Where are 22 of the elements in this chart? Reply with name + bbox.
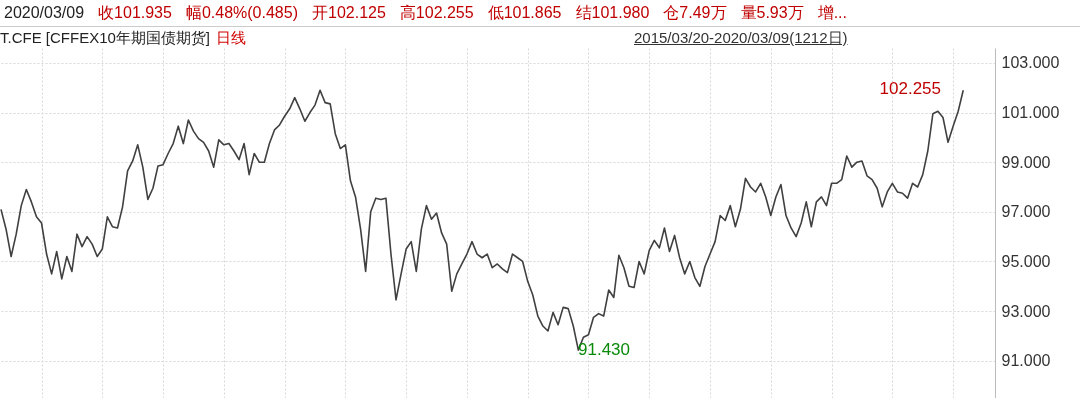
text: 收101.935: [98, 4, 172, 21]
y-tick-label: 93.000: [1001, 302, 1051, 320]
y-tick-label: 103.000: [1001, 54, 1060, 72]
annotation: 102.255: [879, 79, 941, 98]
text: 幅0.48%(0.485): [185, 4, 298, 21]
text: 2020/03/09: [4, 4, 85, 21]
y-tick-label: 101.000: [1001, 104, 1060, 122]
text: 增...: [817, 4, 847, 21]
text: 开102.125: [311, 4, 386, 21]
y-tick-label: 95.000: [1001, 252, 1051, 270]
text: 结101.980: [575, 4, 650, 21]
y-tick-label: 97.000: [1001, 203, 1051, 221]
chart-subtitle: 日线: [216, 29, 247, 46]
y-tick-label: 99.000: [1001, 153, 1051, 171]
text: 高102.255: [399, 4, 474, 21]
text: 仓7.49万: [663, 4, 727, 21]
y-tick-label: 91.000: [1001, 352, 1051, 370]
text: 低101.865: [487, 4, 562, 21]
text: 2015/03/20-2020/03/09(1212日): [634, 28, 848, 48]
text: 量5.93万: [740, 4, 804, 21]
chart-title: T.CFE [CFFEX10年期国债期货]: [0, 29, 211, 46]
annotation: 91.430: [578, 340, 630, 359]
